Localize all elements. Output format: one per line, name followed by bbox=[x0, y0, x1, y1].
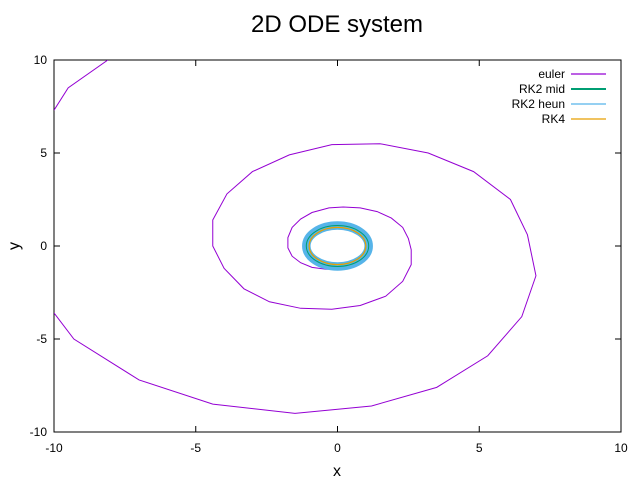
series-layer bbox=[54, 60, 537, 414]
x-tick-label: 0 bbox=[334, 441, 341, 455]
x-tick-label: 10 bbox=[614, 441, 628, 455]
series-euler-line bbox=[54, 60, 109, 111]
legend-label-euler: euler bbox=[538, 67, 565, 81]
legend-label-rk2-mid: RK2 mid bbox=[519, 82, 565, 96]
series-rk2-mid-line bbox=[305, 225, 370, 267]
y-tick-label: 10 bbox=[34, 53, 48, 67]
legend-swatches bbox=[571, 73, 606, 120]
y-axis-label: y bbox=[6, 242, 23, 250]
legend: euler RK2 mid RK2 heun RK4 bbox=[512, 67, 606, 126]
chart-title: 2D ODE system bbox=[251, 11, 423, 38]
y-tick-label: 0 bbox=[40, 239, 47, 253]
axis-ticks bbox=[53, 59, 622, 433]
legend-label-rk4: RK4 bbox=[542, 112, 566, 126]
series-euler-line bbox=[54, 143, 537, 414]
y-tick-label: 5 bbox=[40, 146, 47, 160]
series-rk4-line bbox=[308, 226, 367, 266]
y-tick-label: -5 bbox=[36, 332, 47, 346]
x-axis-label: x bbox=[333, 463, 341, 480]
x-tick-label: -10 bbox=[45, 441, 63, 455]
x-tick-label: -5 bbox=[190, 441, 201, 455]
y-tick-label: -10 bbox=[30, 425, 48, 439]
legend-label-rk2-heun: RK2 heun bbox=[512, 97, 565, 111]
x-tick-label: 5 bbox=[476, 441, 483, 455]
